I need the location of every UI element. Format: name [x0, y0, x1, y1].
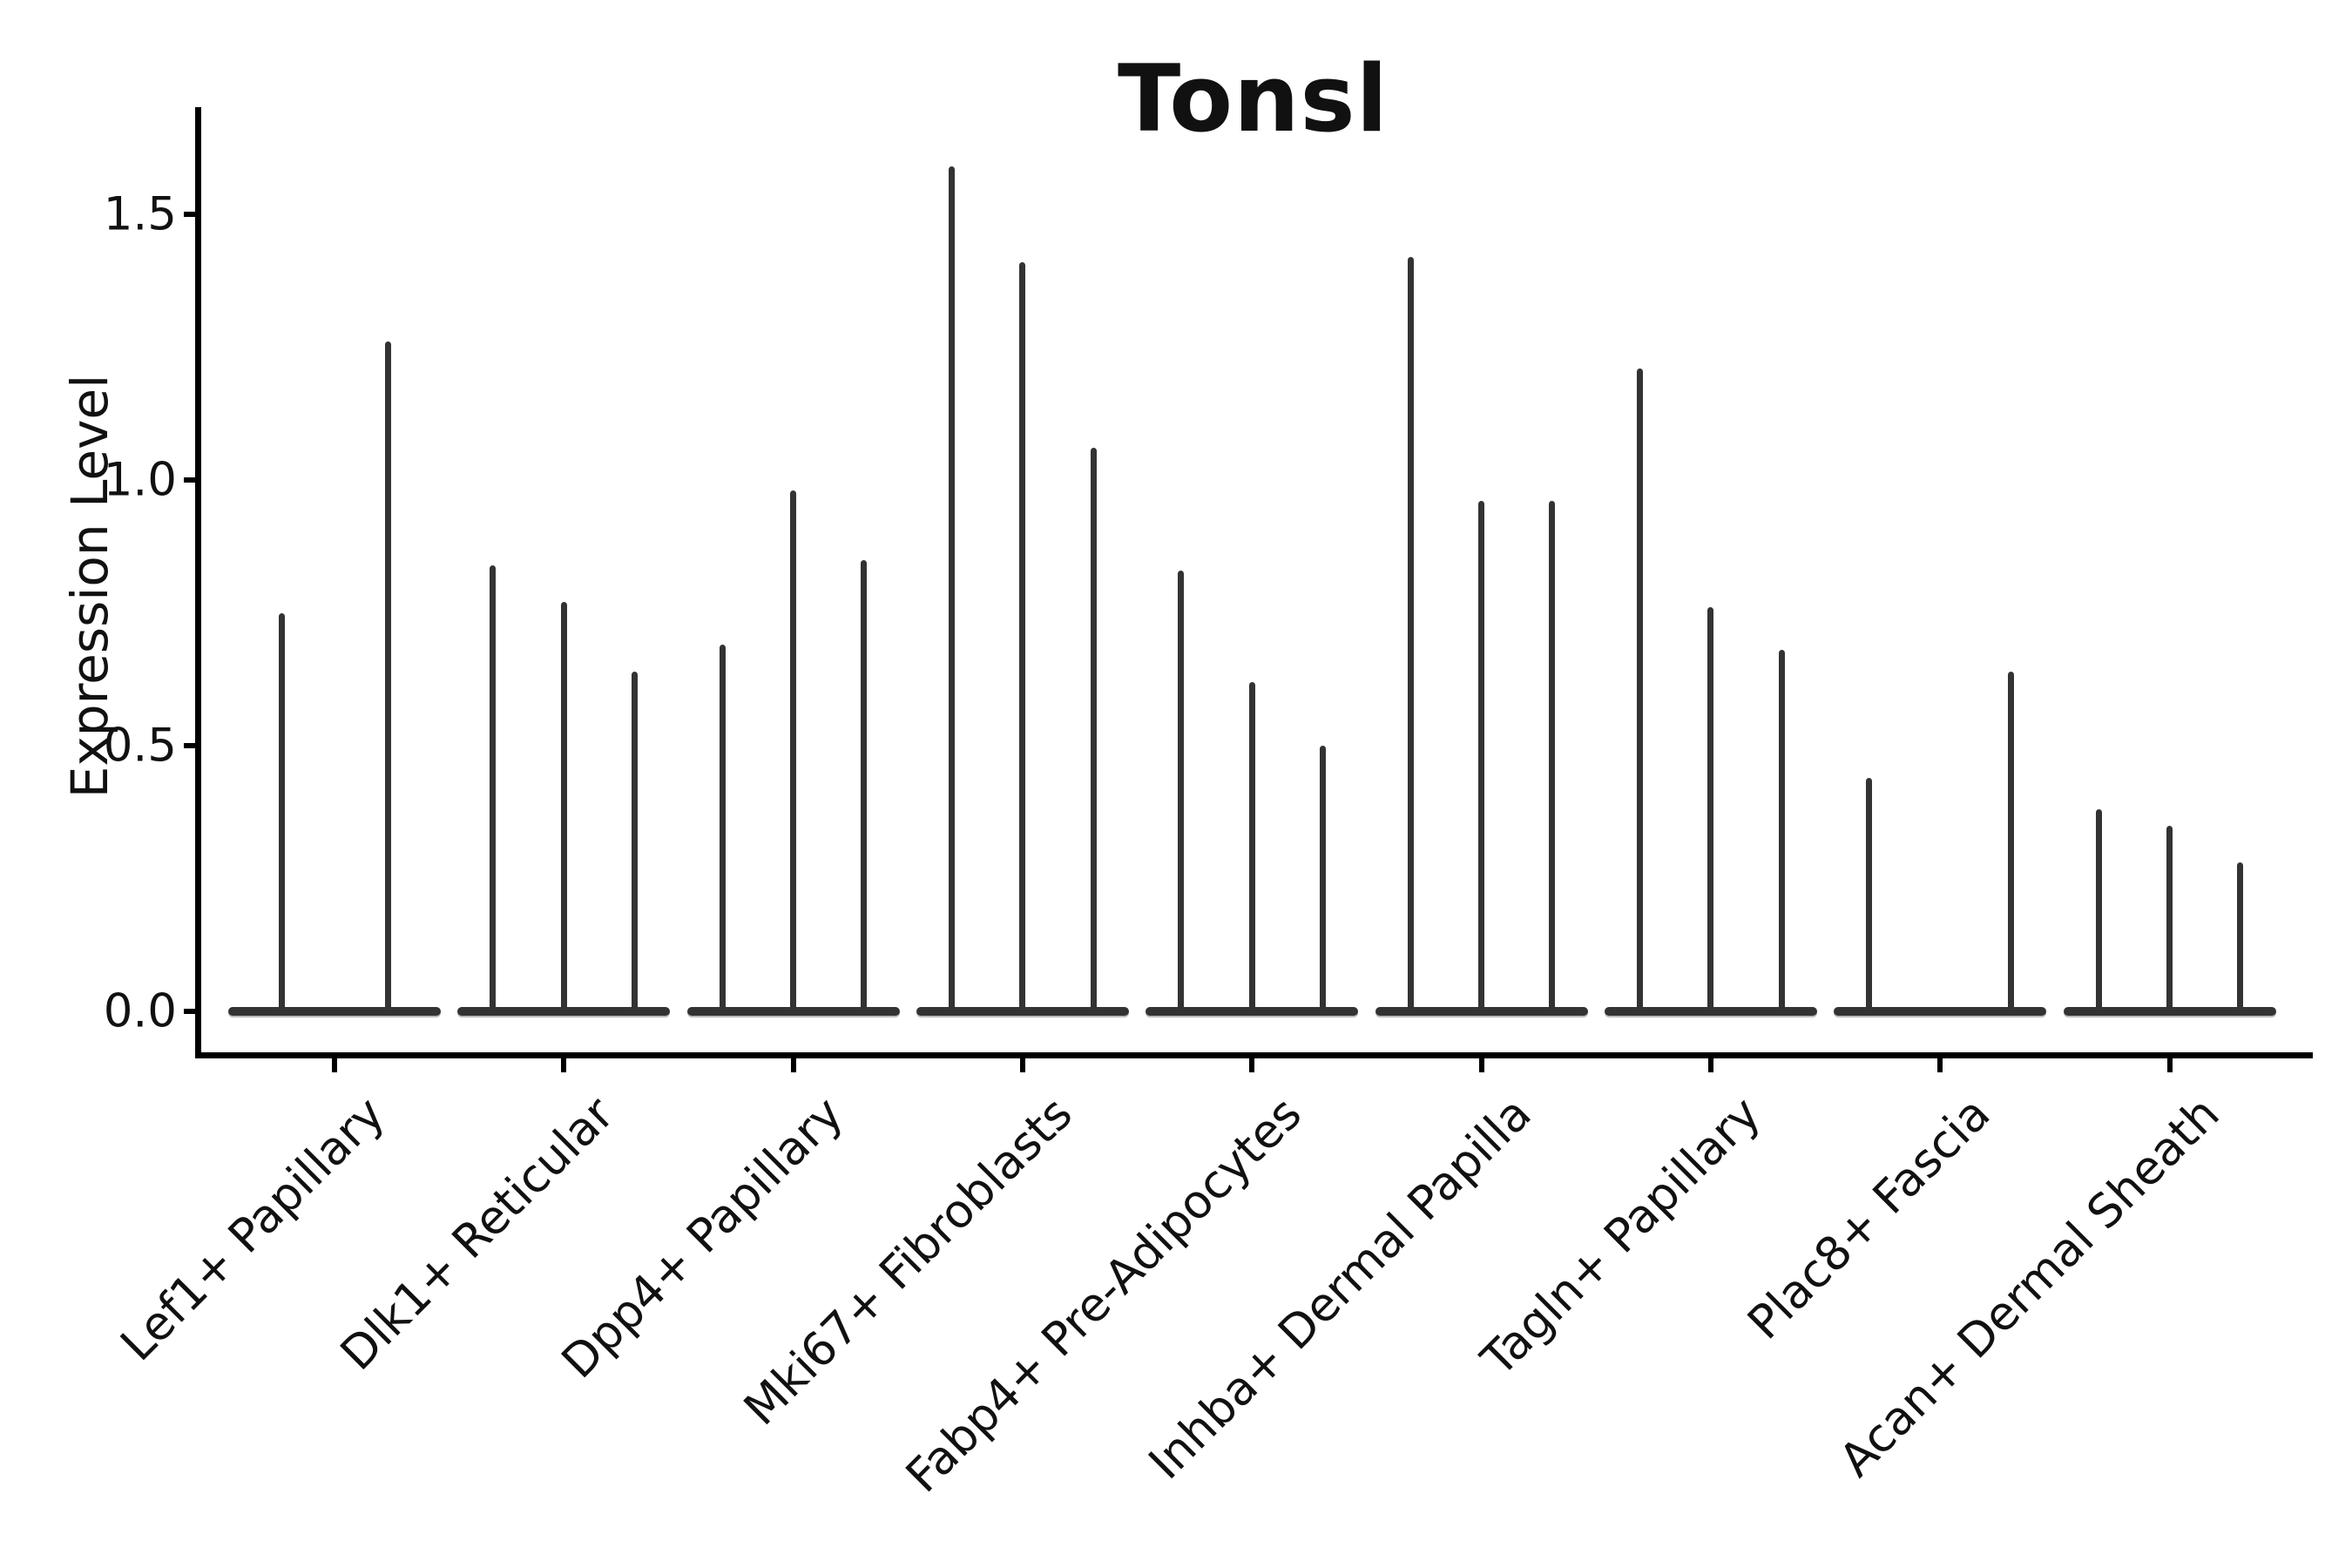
- violin-spike: [2166, 825, 2173, 1011]
- violin-spike: [1549, 501, 1556, 1011]
- y-tick: [184, 743, 195, 748]
- violin-spike: [1019, 261, 1026, 1011]
- violin-base: [1834, 1007, 2047, 1016]
- x-tick: [561, 1058, 567, 1072]
- violin-spike: [949, 166, 956, 1011]
- y-tick-label: 1.0: [103, 453, 177, 507]
- violin-base: [1146, 1007, 1359, 1016]
- violin-spike: [1637, 368, 1644, 1011]
- violin-spike: [278, 612, 285, 1011]
- x-tick-label: Acan+ Dermal Sheath: [1829, 1087, 2230, 1488]
- x-tick: [790, 1058, 796, 1072]
- violin-spike: [384, 341, 391, 1011]
- violin-spike: [490, 564, 497, 1011]
- violin-spike: [1178, 570, 1185, 1011]
- violin-spike: [1320, 746, 1327, 1011]
- violin-base: [1375, 1007, 1588, 1016]
- violin-spike: [1090, 448, 1097, 1011]
- violin-spike: [1478, 501, 1485, 1011]
- x-tick: [332, 1058, 337, 1072]
- chart-title: Tonsl: [1118, 45, 1389, 152]
- violin-spike: [790, 490, 797, 1011]
- y-axis-label: Expression Level: [60, 374, 119, 799]
- x-tick: [1249, 1058, 1255, 1072]
- x-tick-label: Inhba+ Dermal Papilla: [1139, 1087, 1542, 1490]
- violin-spike: [861, 559, 868, 1011]
- x-tick-label: Plac8+ Fascia: [1737, 1087, 2001, 1350]
- violin-spike: [1866, 777, 1873, 1011]
- x-tick: [2166, 1058, 2173, 1072]
- violin-spike: [1248, 681, 1255, 1011]
- y-axis-spine: [195, 107, 201, 1058]
- x-tick: [1019, 1058, 1025, 1072]
- violin-spike: [2008, 671, 2015, 1011]
- violin-base: [2063, 1007, 2276, 1016]
- violin-base: [457, 1007, 671, 1016]
- violin-base: [916, 1007, 1129, 1016]
- violin-base: [228, 1007, 441, 1016]
- y-tick: [184, 477, 195, 483]
- y-tick-label: 1.5: [103, 187, 177, 241]
- x-tick: [1707, 1058, 1713, 1072]
- violin-base: [686, 1007, 900, 1016]
- x-tick-label: Fabp4+ Pre-Adipocytes: [896, 1087, 1313, 1504]
- x-axis-spine: [195, 1052, 2313, 1058]
- violin-spike: [1778, 650, 1785, 1011]
- x-tick: [1937, 1058, 1943, 1072]
- y-tick: [184, 212, 195, 217]
- x-tick: [1478, 1058, 1484, 1072]
- violin-spike: [2237, 862, 2244, 1011]
- y-tick: [184, 1009, 195, 1014]
- violin-spike: [719, 645, 726, 1011]
- violin-spike: [632, 671, 639, 1011]
- y-tick-label: 0.0: [103, 984, 177, 1038]
- violin-base: [1604, 1007, 1817, 1016]
- violin-spike: [2095, 809, 2102, 1011]
- violin-spike: [560, 602, 567, 1011]
- violin-spike: [1407, 256, 1414, 1011]
- violin-spike: [1707, 607, 1714, 1011]
- y-tick-label: 0.5: [103, 719, 177, 773]
